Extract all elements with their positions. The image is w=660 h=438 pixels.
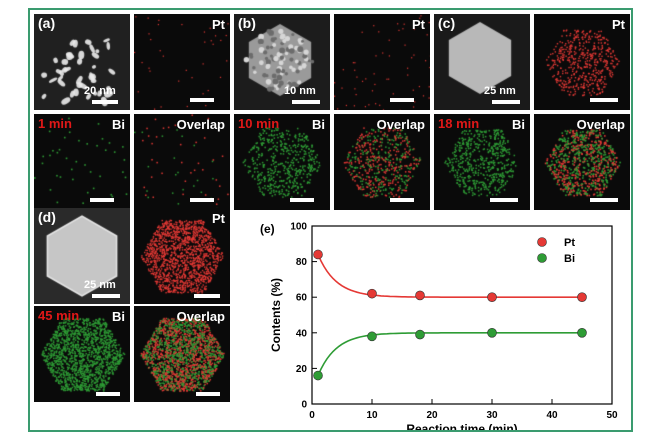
scale-text-c: 25 nm: [484, 85, 516, 97]
map-overlap-b: Overlap: [334, 114, 430, 210]
scale-bar-ov-d: [196, 392, 220, 396]
scale-bar-c: [492, 100, 520, 104]
map-bi-c: 18 min Bi: [434, 114, 530, 210]
data-point-bi: [577, 328, 587, 338]
overlap-label-a: Overlap: [176, 117, 225, 132]
fit-curve-bi: [317, 332, 582, 376]
scale-text-d: 25 nm: [84, 279, 116, 291]
x-axis-label: Reaction time (min): [406, 422, 517, 430]
map-pt-d: Pt: [134, 208, 230, 304]
data-point-pt: [577, 292, 587, 302]
map-bi-b: 10 min Bi: [234, 114, 330, 210]
panel-label-a: (a): [38, 15, 56, 31]
y-tick-label: 40: [296, 328, 308, 339]
y-tick-label: 100: [290, 222, 307, 233]
contents-vs-time-chart: 0 10 20 30 40 50 0 20 40 60 80 100 (e) Contents (%)…: [260, 222, 618, 431]
scale-bar-a: [92, 100, 118, 104]
element-label-bi-d: Bi: [112, 309, 125, 324]
scale-text-a: 20 nm: [84, 85, 116, 97]
x-tick-label: 50: [606, 410, 618, 421]
y-tick-label: 60: [296, 293, 308, 304]
scale-bar-bi-d: [96, 392, 120, 396]
data-point-pt: [313, 249, 323, 260]
legend-marker-pt: [537, 237, 547, 247]
map-overlap-a: Overlap: [134, 114, 230, 210]
overlap-label-b: Overlap: [376, 117, 425, 132]
x-tick-label: 30: [486, 410, 498, 421]
scale-bar-pt-a: [190, 98, 214, 102]
scale-bar-pt-b: [390, 98, 414, 102]
element-label-bi-c: Bi: [512, 117, 525, 132]
data-point-bi: [487, 328, 497, 338]
scale-bar-bi-b: [290, 198, 314, 202]
legend-label-pt: Pt: [564, 237, 575, 249]
scale-bar-bi-a: [90, 198, 114, 202]
data-point-bi: [313, 370, 323, 381]
element-label-bi-a: Bi: [112, 117, 125, 132]
scale-bar-b: [292, 100, 320, 104]
map-bi-a: 1 min Bi: [34, 114, 130, 210]
x-tick-label: 40: [546, 410, 558, 421]
map-pt-c: Pt: [534, 14, 630, 110]
element-label-pt-a: Pt: [212, 17, 225, 32]
legend-marker-bi: [537, 253, 547, 263]
chart-panel-label: (e): [260, 222, 275, 236]
tem-image-c: (c) 25 nm: [434, 14, 530, 110]
x-tick-label: 10: [366, 410, 378, 421]
time-label-d: 45 min: [38, 308, 80, 323]
data-point-pt: [487, 292, 497, 302]
element-label-bi-b: Bi: [312, 117, 325, 132]
data-point-pt: [367, 288, 377, 299]
time-label-c: 18 min: [438, 116, 480, 131]
tem-image-a: (a) 20 nm: [34, 14, 130, 110]
scale-bar-ov-b: [390, 198, 414, 202]
y-tick-label: 80: [296, 257, 308, 268]
scale-bar-d: [92, 294, 120, 298]
map-pt-b: Pt: [334, 14, 430, 110]
time-label-a: 1 min: [38, 116, 72, 131]
map-overlap-d: Overlap: [134, 306, 230, 402]
panel-label-c: (c): [438, 15, 456, 31]
data-point-bi: [367, 331, 377, 342]
map-overlap-c: Overlap: [534, 114, 630, 210]
y-axis-label: Contents (%): [269, 278, 283, 352]
x-tick-label: 0: [309, 410, 315, 421]
figure-frame: (a) 20 nm Pt (b) 10 nm Pt (c) 25 nm Pt 1…: [28, 8, 633, 432]
scale-bar-pt-d: [194, 294, 220, 298]
element-label-pt-d: Pt: [212, 211, 225, 226]
scale-text-b: 10 nm: [284, 85, 316, 97]
plot-frame: [311, 225, 613, 405]
tem-image-d: (d) 25 nm: [34, 208, 130, 304]
scale-bar-ov-a: [190, 198, 214, 202]
time-label-b: 10 min: [238, 116, 280, 131]
y-tick-label: 20: [296, 364, 308, 375]
map-pt-a: Pt: [134, 14, 230, 110]
scale-bar-pt-c: [590, 98, 618, 102]
scale-bar-bi-c: [490, 198, 518, 202]
y-tick-label: 0: [301, 400, 307, 411]
data-point-pt: [415, 290, 425, 301]
panel-label-d: (d): [38, 209, 56, 225]
scale-bar-ov-c: [590, 198, 618, 202]
x-tick-label: 20: [426, 410, 438, 421]
element-label-pt-c: Pt: [612, 17, 625, 32]
element-label-pt-b: Pt: [412, 17, 425, 32]
fit-curve-pt: [317, 254, 582, 298]
legend-label-bi: Bi: [564, 253, 575, 265]
overlap-label-d: Overlap: [176, 309, 225, 324]
panel-label-b: (b): [238, 15, 256, 31]
data-point-bi: [415, 329, 425, 340]
overlap-label-c: Overlap: [576, 117, 625, 132]
map-bi-d: 45 min Bi: [34, 306, 130, 402]
tem-image-b: (b) 10 nm: [234, 14, 330, 110]
